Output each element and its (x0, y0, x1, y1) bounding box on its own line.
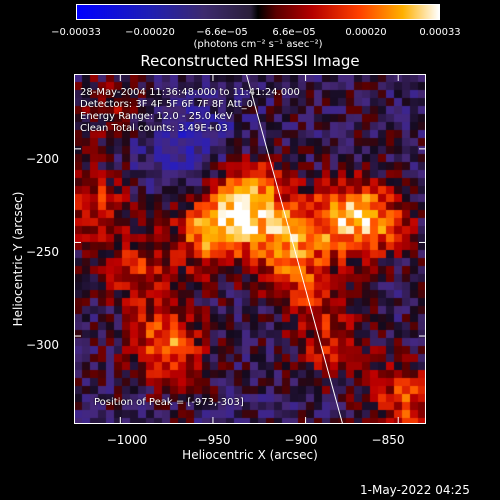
colorbar-tick: −0.00020 (125, 27, 175, 38)
colorbar-tick: 6.6e−05 (272, 27, 316, 38)
solar-limb-line (245, 74, 344, 424)
x-tick-label: −900 (284, 433, 318, 447)
heatmap-image (74, 74, 426, 424)
axis-ticks (74, 74, 426, 424)
info-time: 28-May-2004 11:36:48.000 to 11:41:24.000 (80, 87, 300, 98)
colorbar-unit: (photons cm⁻² s⁻¹ asec⁻²) (193, 39, 323, 50)
y-axis-label: Heliocentric Y (arcsec) (11, 191, 25, 327)
colorbar-tick: −6.6e−05 (196, 27, 248, 38)
colorbar-tick: 0.00020 (345, 27, 387, 38)
info-energy: Energy Range: 12.0 - 25.0 keV (80, 111, 233, 122)
y-tick-label: −200 (26, 152, 59, 166)
chart-title: Reconstructed RHESSI Image (140, 52, 360, 70)
x-tick-label: −950 (197, 433, 231, 447)
colorbar-tick: 0.00033 (419, 27, 461, 38)
plot-frame (74, 74, 426, 424)
y-tick-label: −300 (26, 338, 59, 352)
footer-timestamp: 1-May-2022 04:25 (360, 483, 470, 497)
info-peak: Position of Peak = [-973,-303] (94, 397, 244, 408)
colorbar (76, 4, 440, 20)
y-tick-label: −250 (26, 245, 59, 259)
info-method: Clean Total counts: 3.49E+03 (80, 123, 228, 134)
plot-overlay (74, 74, 426, 424)
x-axis-label: Heliocentric X (arcsec) (182, 448, 318, 462)
colorbar-tick: −0.00033 (51, 27, 101, 38)
info-detectors: Detectors: 3F 4F 5F 6F 7F 8F Att_0 (80, 99, 253, 110)
x-tick-label: −850 (371, 433, 405, 447)
x-tick-label: −1000 (106, 433, 148, 447)
